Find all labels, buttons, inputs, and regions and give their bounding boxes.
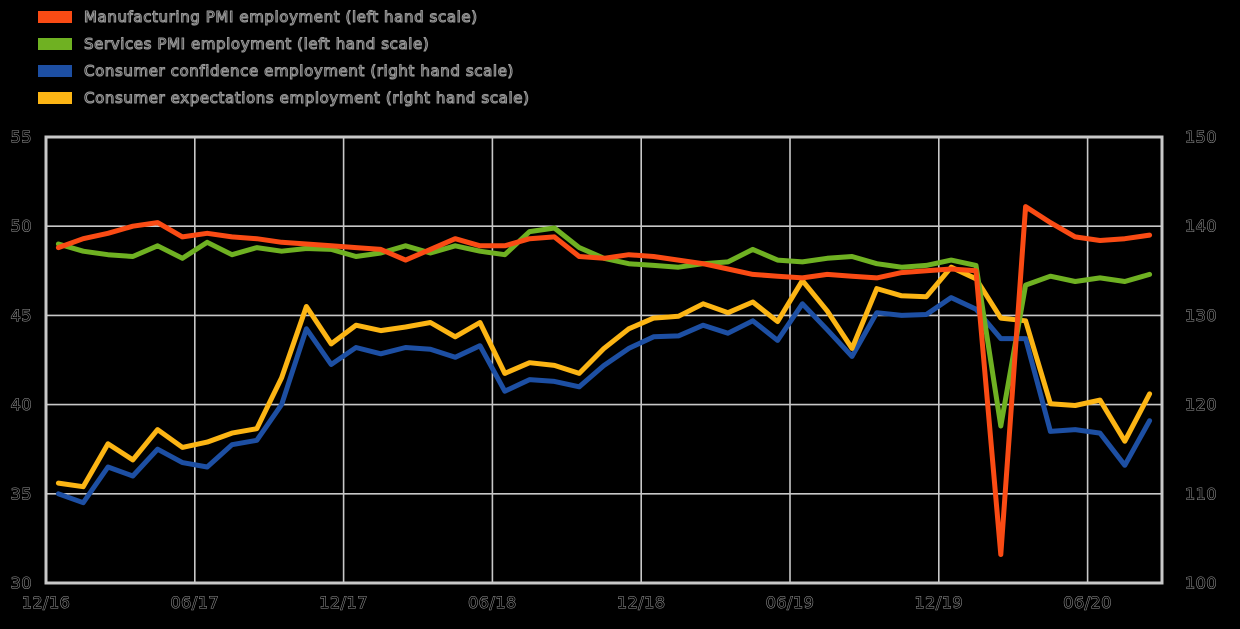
x-axis-label-06-19: 06/19 <box>766 593 815 612</box>
right-axis-label-130: 130 <box>1185 306 1217 325</box>
left-axis-label-55: 55 <box>11 128 32 147</box>
right-axis-label-110: 110 <box>1185 484 1217 503</box>
legend-item-consumer-confidence: Consumer confidence employment (right ha… <box>38 57 530 84</box>
right-axis-label-140: 140 <box>1185 217 1217 236</box>
legend-item-services-pmi: Services PMI employment (left hand scale… <box>38 30 530 57</box>
left-axis-label-40: 40 <box>11 395 32 414</box>
x-axis-label-12-18: 12/18 <box>617 593 666 612</box>
x-axis-label-06-18: 06/18 <box>468 593 517 612</box>
legend-label-services-pmi: Services PMI employment (left hand scale… <box>83 34 430 53</box>
x-axis-label-06-20: 06/20 <box>1063 593 1112 612</box>
legend-item-manufacturing-pmi: Manufacturing PMI employment (left hand … <box>38 3 530 30</box>
plot-border <box>44 135 1164 585</box>
left-axis-label-45: 45 <box>11 306 32 325</box>
series-line-consumer-expectations <box>55 264 1153 490</box>
series-line-consumer-confidence <box>55 295 1153 506</box>
left-axis-label-50: 50 <box>11 217 32 236</box>
x-axis-label-06-17: 06/17 <box>170 593 219 612</box>
legend-label-manufacturing-pmi: Manufacturing PMI employment (left hand … <box>84 7 478 26</box>
legend-item-consumer-expectations: Consumer expectations employment (right … <box>38 84 530 111</box>
series-line-manufacturing-pmi <box>55 204 1153 557</box>
legend-label-consumer-confidence: Consumer confidence employment (right ha… <box>84 61 514 80</box>
x-axis-label-12-19: 12/19 <box>914 593 963 612</box>
right-axis-label-120: 120 <box>1185 395 1217 414</box>
x-axis-label-12-17: 12/17 <box>319 593 368 612</box>
legend-label-consumer-expectations: Consumer expectations employment (right … <box>84 88 530 107</box>
right-axis-label-100: 100 <box>1185 574 1217 593</box>
legend-swatch-consumer-confidence <box>38 64 72 77</box>
left-axis-label-30: 30 <box>11 574 32 593</box>
legend: Manufacturing PMI employment (left hand … <box>38 3 530 111</box>
legend-swatch-consumer-expectations <box>38 91 72 104</box>
x-axis-label-12-16: 12/16 <box>22 593 71 612</box>
legend-swatch-manufacturing-pmi <box>38 10 72 23</box>
right-axis-label-150: 150 <box>1185 128 1217 147</box>
left-axis-label-35: 35 <box>11 484 32 503</box>
legend-swatch-services-pmi <box>38 37 72 50</box>
